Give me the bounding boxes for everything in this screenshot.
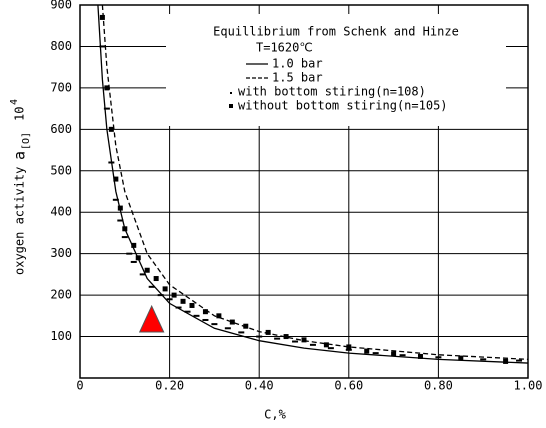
data-point: [166, 298, 173, 301]
data-point: [104, 85, 110, 91]
y-label-text: oxygen activity: [13, 167, 27, 275]
y-label-subscript: [O]: [21, 132, 32, 150]
data-point: [103, 107, 110, 110]
data-point: [171, 292, 177, 298]
data-point: [243, 323, 249, 329]
y-label-exponent: 4: [9, 99, 20, 105]
data-point: [139, 273, 146, 276]
data-point: [126, 252, 133, 255]
data-point: [153, 276, 159, 282]
data-point: [202, 318, 209, 321]
data-point: [229, 319, 235, 325]
data-point: [175, 306, 182, 309]
y-tick-label: 400: [50, 205, 72, 219]
data-point: [238, 331, 245, 334]
y-label-factor: 10: [13, 107, 27, 121]
data-point: [108, 126, 114, 132]
legend-label: 1.0 bar: [272, 57, 323, 71]
data-point: [184, 310, 191, 313]
equilibrium-curve: [97, 4, 529, 364]
data-point: [364, 348, 370, 354]
data-point: [122, 226, 128, 232]
data-point: [480, 358, 487, 361]
data-point: [224, 327, 231, 330]
data-point: [99, 14, 105, 20]
data-point: [435, 356, 442, 359]
legend-subtitle: T=1620℃: [256, 41, 313, 55]
equilibrium-curve: [101, 4, 529, 360]
data-point: [180, 298, 186, 304]
data-point: [301, 337, 307, 343]
data-point: [391, 351, 397, 357]
highlight-marker: [138, 304, 165, 333]
data-point: [216, 313, 222, 319]
data-point: [283, 334, 289, 340]
data-point: [117, 205, 123, 211]
legend-swatch: [229, 104, 233, 108]
data-point: [292, 340, 299, 343]
data-point: [189, 302, 195, 308]
y-label-symbol: a: [11, 151, 29, 160]
y-tick-label: 300: [50, 246, 72, 260]
legend-label: with bottom stiring(n=108): [238, 85, 426, 99]
data-point: [144, 267, 150, 273]
y-axis-label: oxygen activity a [O] 10 4: [9, 99, 32, 275]
data-point: [323, 342, 329, 348]
data-point: [503, 358, 509, 364]
data-point: [121, 236, 128, 239]
plot-frame: [79, 4, 529, 379]
x-tick-label: 0: [76, 379, 83, 393]
legend-label: 1.5 bar: [272, 71, 323, 85]
x-tick-label: 0.20: [155, 379, 184, 393]
legend-label: without bottom stiring(n=105): [238, 99, 448, 113]
data-point: [516, 359, 523, 362]
x-tick-label: 1.00: [514, 379, 543, 393]
data-point: [193, 314, 200, 317]
data-point: [113, 176, 119, 182]
y-tick-label: 700: [50, 80, 72, 94]
data-point: [399, 354, 406, 357]
x-axis-label: C,%: [264, 408, 286, 422]
data-point: [202, 309, 208, 315]
data-point: [346, 344, 352, 350]
x-tick-label: 0.80: [424, 379, 453, 393]
data-point: [309, 343, 316, 346]
data-point: [108, 161, 115, 164]
plot-area: 100 200 300 400 500 600 700 800 900 0 0.20 0.40 0.60…: [50, 0, 542, 393]
data-point: [130, 260, 137, 263]
y-tick-label: 100: [50, 329, 72, 343]
y-tick-label: 800: [50, 39, 72, 53]
data-point: [417, 353, 423, 359]
data-point: [274, 337, 281, 340]
legend-swatch: [230, 92, 232, 94]
data-point: [458, 355, 464, 361]
y-tick-label: 200: [50, 288, 72, 302]
data-point: [327, 347, 334, 350]
data-point: [372, 352, 379, 355]
data-point: [112, 198, 119, 201]
data-point: [148, 285, 155, 288]
data-point: [265, 329, 271, 335]
data-point: [99, 45, 106, 48]
y-tick-label: 600: [50, 122, 72, 136]
x-tick-label: 0.40: [245, 379, 274, 393]
data-point: [345, 348, 352, 351]
x-tick-label: 0.60: [334, 379, 363, 393]
legend-box: [166, 14, 506, 126]
data-point: [131, 242, 137, 248]
y-tick-label: 500: [50, 163, 72, 177]
y-tick-label: 900: [50, 0, 72, 12]
data-point: [117, 219, 124, 222]
data-point: [135, 255, 141, 261]
data-point: [256, 335, 263, 338]
data-point: [211, 323, 218, 326]
legend-title: Equillibrium from Schenk and Hinze: [213, 25, 459, 39]
data-point: [162, 286, 168, 292]
data-point: [157, 294, 164, 297]
